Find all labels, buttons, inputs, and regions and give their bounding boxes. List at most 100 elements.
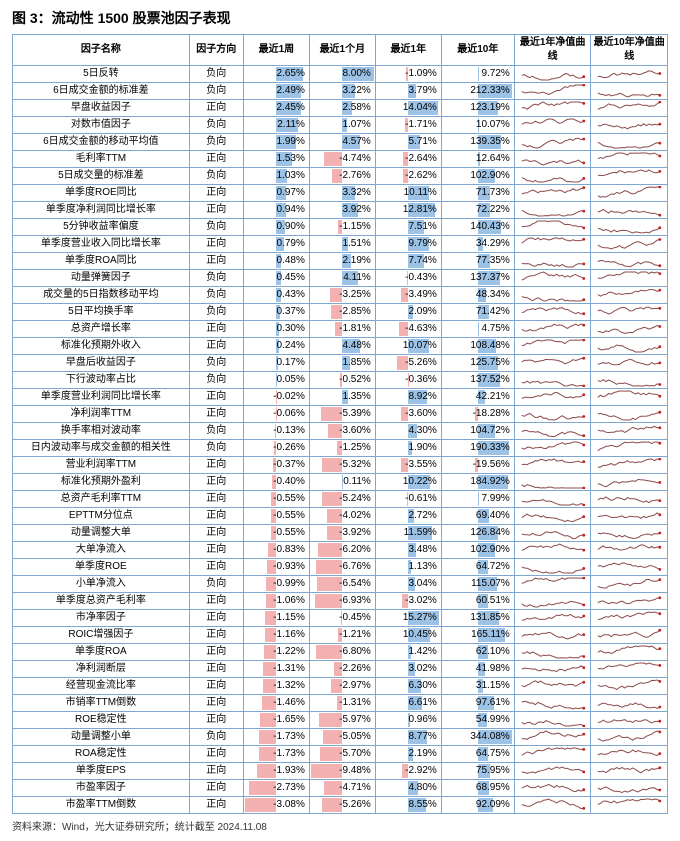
value-cell: -1.22% — [243, 644, 309, 661]
factor-direction: 正向 — [189, 610, 243, 627]
value-cell: -5.70% — [309, 746, 375, 763]
factor-direction: 正向 — [189, 151, 243, 168]
table-row: 标准化预期外盈利正向-0.40%0.11%10.22%184.92% — [13, 474, 668, 491]
factor-name: 市净率因子 — [13, 610, 190, 627]
value-cell: 7.74% — [375, 253, 441, 270]
value-cell: 6.30% — [375, 678, 441, 695]
sparkline-1y — [514, 593, 591, 610]
sparkline-10y — [591, 270, 668, 287]
value-cell: -5.26% — [309, 797, 375, 814]
factor-name: 单季度净利润同比增长率 — [13, 202, 190, 219]
value-cell: 1.03% — [243, 168, 309, 185]
factor-direction: 负向 — [189, 576, 243, 593]
value-cell: 3.48% — [375, 542, 441, 559]
sparkline-10y — [591, 746, 668, 763]
table-row: 早盘后收益因子负向0.17%1.85%-5.26%125.75% — [13, 355, 668, 372]
value-cell: -1.65% — [243, 712, 309, 729]
value-cell: 0.17% — [243, 355, 309, 372]
sparkline-10y — [591, 168, 668, 185]
sparkline-10y — [591, 593, 668, 610]
value-cell: 0.96% — [375, 712, 441, 729]
table-row: 5分钟收益率偏度负向0.90%-1.15%7.51%140.43% — [13, 219, 668, 236]
table-row: 毛利率TTM正向1.53%-4.74%-2.64%12.64% — [13, 151, 668, 168]
factor-name: 小单净流入 — [13, 576, 190, 593]
factor-name: 毛利率TTM — [13, 151, 190, 168]
factor-name: 单季度总资产毛利率 — [13, 593, 190, 610]
value-cell: -6.54% — [309, 576, 375, 593]
value-cell: 115.07% — [441, 576, 514, 593]
sparkline-1y — [514, 440, 591, 457]
factor-name: 对数市值因子 — [13, 117, 190, 134]
table-row: 总资产毛利率TTM正向-0.55%-5.24%-0.61%7.99% — [13, 491, 668, 508]
table-row: 换手率相对波动率负向-0.13%-3.60%4.30%104.72% — [13, 423, 668, 440]
factor-direction: 正向 — [189, 389, 243, 406]
value-cell: -0.93% — [243, 559, 309, 576]
value-cell: -2.97% — [309, 678, 375, 695]
table-row: EPTTM分位点正向-0.55%-4.02%2.72%69.40% — [13, 508, 668, 525]
value-cell: -2.62% — [375, 168, 441, 185]
value-cell: 10.07% — [441, 117, 514, 134]
factor-direction: 正向 — [189, 644, 243, 661]
value-cell: -0.43% — [375, 270, 441, 287]
sparkline-10y — [591, 304, 668, 321]
sparkline-10y — [591, 712, 668, 729]
value-cell: 0.30% — [243, 321, 309, 338]
value-cell: 1.51% — [309, 236, 375, 253]
value-cell: -1.15% — [309, 219, 375, 236]
sparkline-10y — [591, 219, 668, 236]
table-row: 净利润断层正向-1.31%-2.26%3.02%41.98% — [13, 661, 668, 678]
value-cell: 1.90% — [375, 440, 441, 457]
sparkline-1y — [514, 474, 591, 491]
value-cell: 8.55% — [375, 797, 441, 814]
value-cell: -1.93% — [243, 763, 309, 780]
sparkline-1y — [514, 66, 591, 83]
value-cell: -1.06% — [243, 593, 309, 610]
sparkline-1y — [514, 610, 591, 627]
value-cell: -1.09% — [375, 66, 441, 83]
factor-direction: 正向 — [189, 559, 243, 576]
table-row: 单季度ROE同比正向0.97%3.32%10.11%71.73% — [13, 185, 668, 202]
value-cell: -0.55% — [243, 491, 309, 508]
sparkline-1y — [514, 508, 591, 525]
value-cell: -5.26% — [375, 355, 441, 372]
source-note: 资料来源：Wind，光大证券研究所；统计截至 2024.11.08 — [12, 818, 668, 833]
sparkline-1y — [514, 287, 591, 304]
value-cell: 0.48% — [243, 253, 309, 270]
factor-direction: 负向 — [189, 134, 243, 151]
table-row: 单季度营业利润同比增长率正向-0.02%1.35%8.92%42.21% — [13, 389, 668, 406]
value-cell: -3.92% — [309, 525, 375, 542]
value-cell: 0.94% — [243, 202, 309, 219]
sparkline-10y — [591, 117, 668, 134]
table-row: 6日成交金额的标准差负向2.49%3.22%3.79%212.33% — [13, 83, 668, 100]
factor-name: 5日平均换手率 — [13, 304, 190, 321]
sparkline-10y — [591, 542, 668, 559]
table-row: 总资产增长率正向0.30%-1.81%-4.63%4.75% — [13, 321, 668, 338]
value-cell: -3.60% — [375, 406, 441, 423]
sparkline-10y — [591, 321, 668, 338]
value-cell: 131.85% — [441, 610, 514, 627]
table-row: 标准化预期外收入正向0.24%4.48%10.07%108.48% — [13, 338, 668, 355]
table-row: 市盈率因子正向-2.73%-4.71%4.80%68.95% — [13, 780, 668, 797]
factor-direction: 负向 — [189, 423, 243, 440]
col-header: 最近1年 — [375, 35, 441, 66]
factor-direction: 负向 — [189, 168, 243, 185]
sparkline-10y — [591, 287, 668, 304]
factor-direction: 正向 — [189, 185, 243, 202]
sparkline-10y — [591, 576, 668, 593]
value-cell: 102.90% — [441, 168, 514, 185]
sparkline-1y — [514, 780, 591, 797]
value-cell: 2.45% — [243, 100, 309, 117]
factor-direction: 正向 — [189, 100, 243, 117]
value-cell: 71.42% — [441, 304, 514, 321]
factor-name: 净利润率TTM — [13, 406, 190, 423]
value-cell: -5.05% — [309, 729, 375, 746]
factor-name: 下行波动率占比 — [13, 372, 190, 389]
factor-name: 市盈率因子 — [13, 780, 190, 797]
value-cell: 8.00% — [309, 66, 375, 83]
value-cell: 4.11% — [309, 270, 375, 287]
value-cell: 75.95% — [441, 763, 514, 780]
table-row: 5日平均换手率负向0.37%-2.85%2.09%71.42% — [13, 304, 668, 321]
sparkline-1y — [514, 134, 591, 151]
value-cell: 11.59% — [375, 525, 441, 542]
value-cell: 1.53% — [243, 151, 309, 168]
